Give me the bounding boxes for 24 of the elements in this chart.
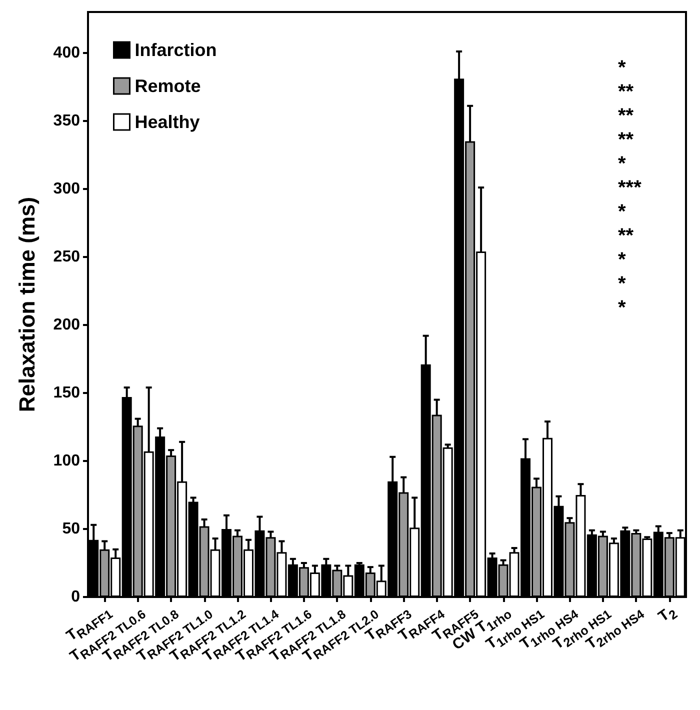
legend-label: Healthy: [134, 112, 200, 132]
y-axis-title: Relaxation time (ms): [14, 196, 40, 412]
annotation: *: [618, 273, 626, 295]
y-tick-label: 300: [53, 180, 80, 198]
annotation: *: [618, 201, 626, 223]
legend-label: Remote: [134, 76, 201, 96]
y-tick-label: 50: [62, 520, 80, 538]
annotation: **: [618, 225, 634, 247]
annotation: **: [618, 129, 634, 151]
annotation: **: [618, 81, 634, 103]
legend-label: Infarction: [134, 40, 217, 60]
y-tick-label: 0: [71, 588, 80, 606]
y-tick-label: 200: [53, 316, 80, 334]
y-tick-label: 150: [53, 384, 80, 402]
annotation: **: [618, 105, 634, 127]
annotation: *: [618, 153, 626, 175]
annotation: *: [618, 57, 626, 79]
annotation: ***: [618, 177, 642, 199]
y-tick-label: 100: [53, 452, 80, 470]
y-tick-label: 250: [53, 248, 80, 266]
annotation: *: [618, 249, 626, 271]
annotation: *: [618, 297, 626, 319]
y-tick-label: 400: [53, 44, 80, 62]
y-tick-label: 350: [53, 112, 80, 130]
